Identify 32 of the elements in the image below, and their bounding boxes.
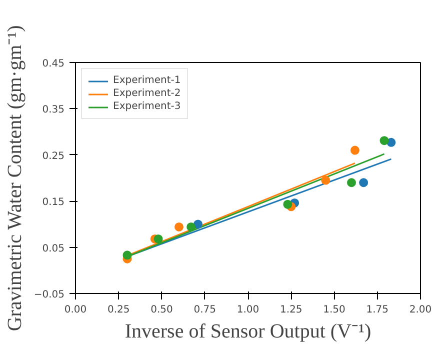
point	[359, 178, 368, 188]
y-tick-label: 0.15	[42, 197, 64, 208]
legend-label: Experiment-3	[113, 101, 181, 112]
x-tick-label: 1.25	[280, 304, 302, 316]
point	[283, 200, 292, 209]
point	[122, 250, 132, 260]
point	[186, 222, 196, 232]
y-axis-title: Gravimetric Water Content (gm·gm⁻¹)	[4, 25, 26, 332]
y-tick-label: 0.45	[42, 58, 64, 70]
x-tick-label: 1.00	[236, 304, 260, 316]
y-tick-label: 0.35	[42, 104, 64, 116]
x-tick-label: 0.50	[150, 304, 173, 316]
point	[174, 222, 184, 232]
point	[350, 146, 360, 155]
legend-label: Experiment-2	[113, 88, 181, 99]
x-tick-label: 1.50	[323, 304, 346, 316]
point	[347, 178, 356, 188]
y-tick-label: 0.25	[42, 150, 64, 162]
y-tick-label: −0.05	[34, 290, 65, 300]
point	[193, 220, 202, 229]
legend-label: Experiment-1	[113, 75, 181, 86]
point	[321, 176, 330, 185]
x-tick-label: 0.75	[194, 304, 216, 316]
y-tick-label: 0.05	[42, 243, 64, 254]
x-axis-title: Inverse of Sensor Output (V⁻¹)	[124, 320, 372, 342]
point	[386, 138, 396, 147]
x-tick-label: 1.75	[366, 304, 389, 316]
point	[380, 136, 389, 146]
point	[154, 234, 163, 244]
x-tick-label: 0.00	[64, 304, 87, 316]
x-tick-label: 2.00	[409, 304, 432, 316]
x-tick-label: 0.25	[107, 304, 130, 316]
